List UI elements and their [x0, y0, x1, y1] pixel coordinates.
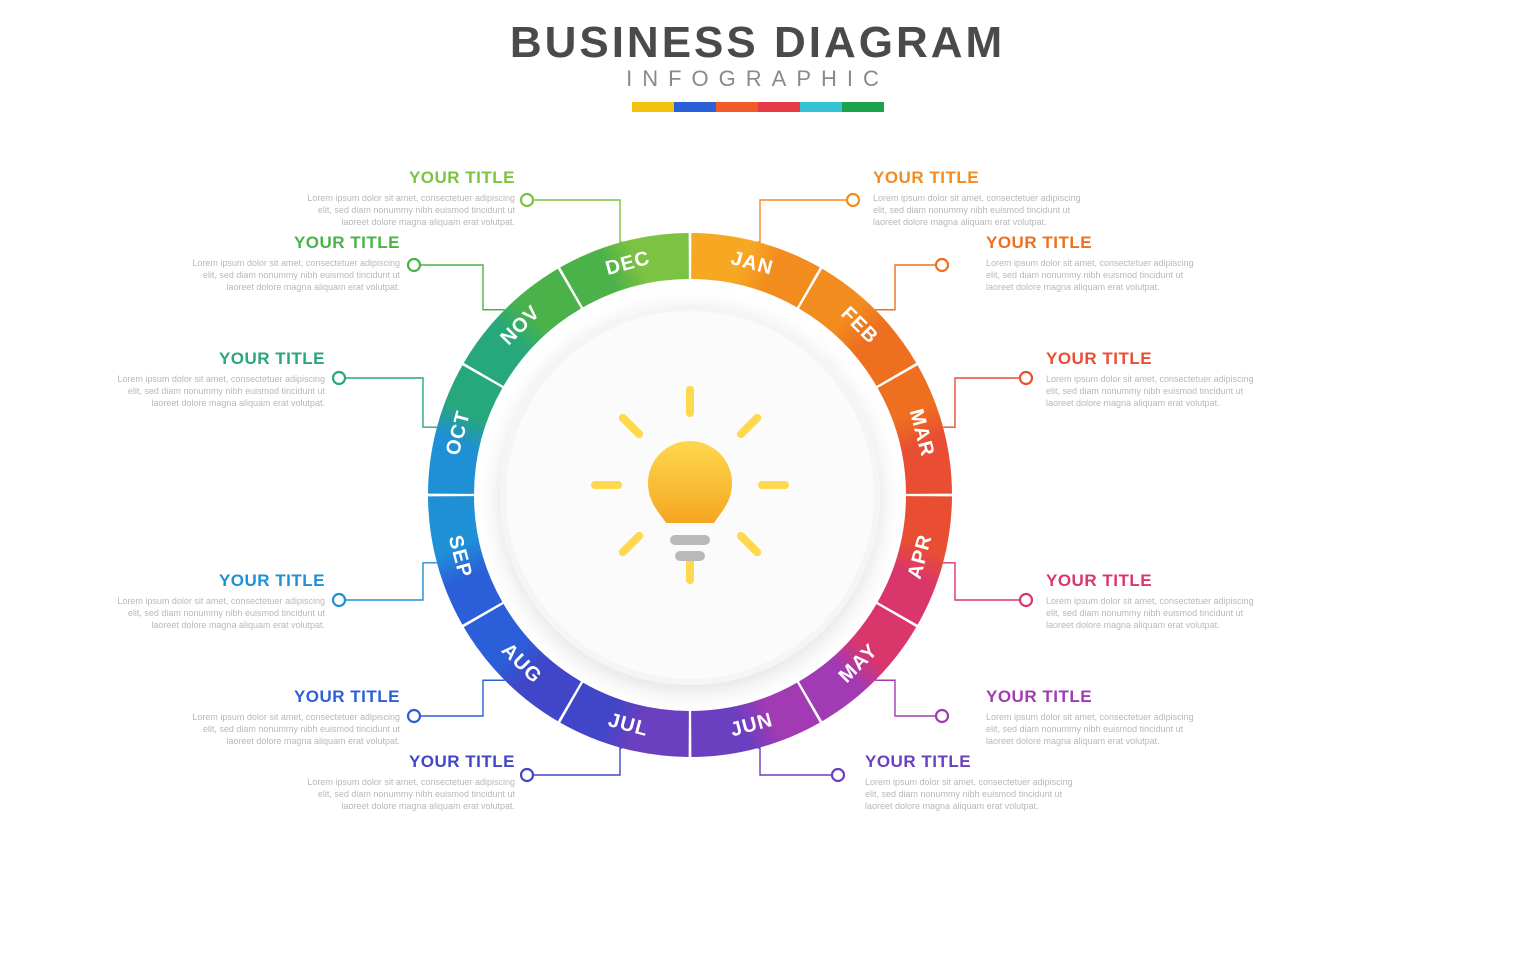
connector-node-jun [832, 769, 844, 781]
callout-desc: Lorem ipsum dolor sit amet, consectetuer… [1046, 595, 1266, 631]
callout-title: YOUR TITLE [105, 571, 325, 591]
callout-desc: Lorem ipsum dolor sit amet, consectetuer… [873, 192, 1093, 228]
callout-title: YOUR TITLE [873, 168, 1093, 188]
connector-node-jan [847, 194, 859, 206]
connector-apr [943, 563, 1026, 600]
connector-node-apr [1020, 594, 1032, 606]
callout-mar: YOUR TITLE Lorem ipsum dolor sit amet, co… [1046, 349, 1266, 409]
callout-sep: YOUR TITLE Lorem ipsum dolor sit amet, co… [105, 571, 325, 631]
connector-node-jul [521, 769, 533, 781]
callout-title: YOUR TITLE [105, 349, 325, 369]
callout-desc: Lorem ipsum dolor sit amet, consectetuer… [105, 373, 325, 409]
callout-oct: YOUR TITLE Lorem ipsum dolor sit amet, co… [105, 349, 325, 409]
callout-aug: YOUR TITLE Lorem ipsum dolor sit amet, co… [180, 687, 400, 747]
connector-may [875, 680, 942, 716]
callout-may: YOUR TITLE Lorem ipsum dolor sit amet, co… [986, 687, 1206, 747]
connector-dec [527, 200, 622, 242]
connector-node-feb [936, 259, 948, 271]
diagram-stage: JANFEBMARAPRMAYJUNJULAUGSEPOCTNOVDEC [0, 0, 1515, 980]
connector-node-nov [408, 259, 420, 271]
callout-title: YOUR TITLE [986, 687, 1206, 707]
callout-title: YOUR TITLE [295, 752, 515, 772]
callout-title: YOUR TITLE [1046, 349, 1266, 369]
callout-desc: Lorem ipsum dolor sit amet, consectetuer… [986, 711, 1206, 747]
callout-title: YOUR TITLE [180, 687, 400, 707]
connector-jun [758, 748, 838, 775]
callout-desc: Lorem ipsum dolor sit amet, consectetuer… [865, 776, 1085, 812]
connector-node-may [936, 710, 948, 722]
callout-apr: YOUR TITLE Lorem ipsum dolor sit amet, co… [1046, 571, 1266, 631]
callout-nov: YOUR TITLE Lorem ipsum dolor sit amet, co… [180, 233, 400, 293]
connector-node-dec [521, 194, 533, 206]
callout-jun: YOUR TITLE Lorem ipsum dolor sit amet, co… [865, 752, 1085, 812]
connector-node-oct [333, 372, 345, 384]
callout-jul: YOUR TITLE Lorem ipsum dolor sit amet, co… [295, 752, 515, 812]
connector-node-sep [333, 594, 345, 606]
callout-feb: YOUR TITLE Lorem ipsum dolor sit amet, co… [986, 233, 1206, 293]
callout-desc: Lorem ipsum dolor sit amet, consectetuer… [295, 776, 515, 812]
connector-feb [875, 265, 942, 310]
connector-jul [527, 748, 622, 775]
callout-desc: Lorem ipsum dolor sit amet, consectetuer… [1046, 373, 1266, 409]
callout-title: YOUR TITLE [295, 168, 515, 188]
callout-title: YOUR TITLE [1046, 571, 1266, 591]
connector-mar [943, 378, 1026, 427]
callout-desc: Lorem ipsum dolor sit amet, consectetuer… [986, 257, 1206, 293]
connector-sep [339, 563, 437, 600]
callout-dec: YOUR TITLE Lorem ipsum dolor sit amet, co… [295, 168, 515, 228]
connector-nov [414, 265, 505, 310]
callout-title: YOUR TITLE [865, 752, 1085, 772]
connector-jan [758, 200, 853, 242]
callout-title: YOUR TITLE [180, 233, 400, 253]
connector-node-aug [408, 710, 420, 722]
connector-oct [339, 378, 437, 427]
callout-jan: YOUR TITLE Lorem ipsum dolor sit amet, co… [873, 168, 1093, 228]
callout-desc: Lorem ipsum dolor sit amet, consectetuer… [180, 257, 400, 293]
connector-node-mar [1020, 372, 1032, 384]
callout-title: YOUR TITLE [986, 233, 1206, 253]
connector-aug [414, 680, 505, 716]
callout-desc: Lorem ipsum dolor sit amet, consectetuer… [180, 711, 400, 747]
callout-desc: Lorem ipsum dolor sit amet, consectetuer… [105, 595, 325, 631]
callout-desc: Lorem ipsum dolor sit amet, consectetuer… [295, 192, 515, 228]
